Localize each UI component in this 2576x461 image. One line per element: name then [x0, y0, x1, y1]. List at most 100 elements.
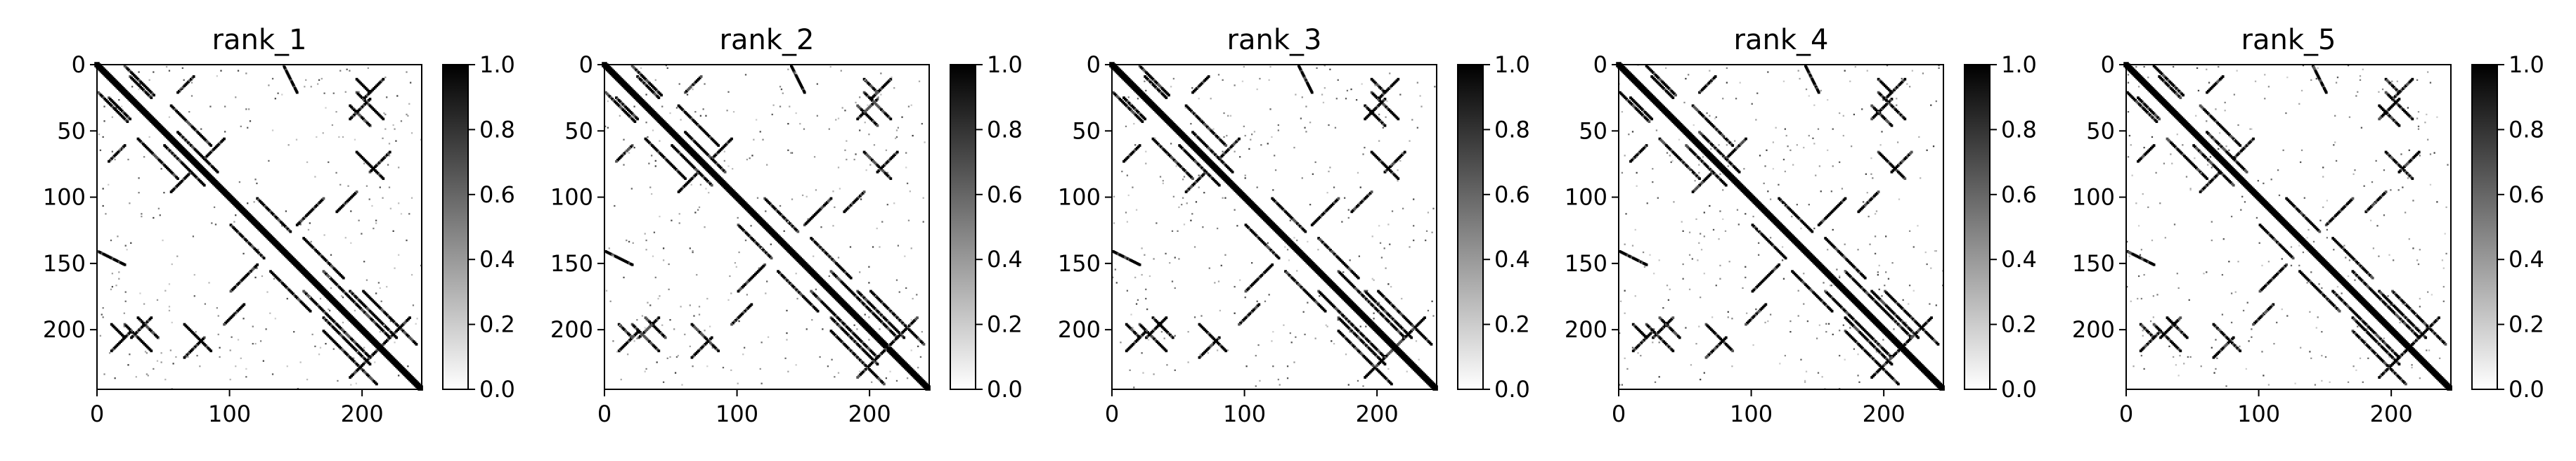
speckle-cell: [389, 320, 392, 323]
speckle-cell: [1241, 80, 1244, 82]
speckle-cell: [1239, 279, 1241, 281]
contact-cell: [1125, 349, 1128, 353]
contact-cell: [1364, 117, 1367, 121]
y-tick-label: 100: [43, 184, 86, 211]
contact-cell: [335, 283, 339, 286]
contact-cell: [144, 91, 148, 94]
contact-cell: [1370, 91, 1373, 94]
speckle-cell: [692, 251, 694, 254]
speckle-cell: [1190, 219, 1192, 221]
speckle-cell: [1425, 239, 1427, 242]
contact-cell: [262, 257, 266, 260]
contact-cell: [223, 137, 226, 141]
colorbar-tick-label: 0.0: [987, 376, 1023, 403]
speckle-cell: [143, 156, 145, 158]
speckle-cell: [1245, 365, 1248, 368]
contact-cell: [1224, 349, 1228, 353]
contact-cell: [291, 82, 295, 85]
speckle-cell: [1269, 65, 1271, 68]
speckle-cell: [868, 266, 870, 268]
contact-cell: [377, 113, 381, 117]
speckle-cell: [649, 186, 652, 188]
contact-cell: [699, 173, 703, 176]
speckle-cell: [1126, 290, 1129, 292]
contact-cell: [352, 372, 356, 375]
speckle-cell: [1374, 84, 1376, 86]
speckle-cell: [1271, 340, 1273, 342]
contact-cell: [349, 197, 352, 200]
contact-cell: [190, 145, 194, 148]
contact-cell: [702, 129, 706, 133]
contact-cell: [371, 107, 375, 110]
speckle-cell: [323, 234, 325, 236]
speckle-cell: [1325, 324, 1327, 326]
contact-cell: [1342, 335, 1345, 338]
contact-cell: [636, 117, 640, 121]
speckle-cell: [356, 351, 358, 353]
speckle-cell: [632, 242, 634, 244]
contact-cell: [178, 89, 181, 93]
contact-cell: [1371, 368, 1375, 371]
speckle-cell: [406, 113, 408, 116]
contact-cell: [647, 339, 650, 342]
contact-cell: [209, 349, 213, 353]
speckle-cell: [235, 313, 237, 316]
speckle-cell: [370, 125, 372, 128]
contact-cell: [1220, 160, 1224, 163]
speckle-cell: [1135, 303, 1138, 305]
contact-cell: [1406, 319, 1409, 322]
contact-cell: [692, 83, 695, 86]
heatmap-cells: [94, 62, 423, 391]
speckle-cell: [168, 70, 171, 72]
y-tick-label: 50: [57, 117, 86, 144]
speckle-cell: [917, 366, 919, 369]
speckle-cell: [801, 194, 804, 197]
contact-cell: [1366, 373, 1369, 377]
speckle-cell: [1222, 79, 1224, 82]
speckle-cell: [193, 295, 195, 297]
contact-cell: [693, 140, 697, 143]
contact-cell: [1129, 153, 1132, 157]
contact-cell: [1207, 75, 1210, 78]
speckle-cell: [1387, 283, 1390, 285]
contact-cell: [400, 328, 403, 332]
speckle-cell: [898, 291, 900, 293]
contact-cell: [612, 99, 616, 102]
y-tick-label: 150: [1058, 250, 1101, 277]
speckle-cell: [1255, 231, 1257, 233]
contact-cell: [213, 146, 216, 150]
contact-cell: [407, 335, 410, 338]
speckle-cell: [779, 86, 782, 88]
speckle-cell: [139, 292, 141, 294]
speckle-cell: [727, 165, 730, 167]
speckle-cell: [693, 315, 695, 317]
speckle-cell: [265, 328, 267, 330]
contact-cell: [178, 112, 181, 115]
contact-cell: [135, 82, 138, 85]
speckle-cell: [1191, 87, 1193, 89]
speckle-cell: [259, 340, 262, 342]
speckle-cell: [678, 222, 680, 224]
contact-cell: [708, 337, 712, 341]
contact-cell: [865, 153, 869, 157]
contact-cell: [1382, 92, 1385, 96]
speckle-cell: [619, 115, 621, 117]
speckle-cell: [208, 282, 210, 284]
speckle-cell: [1364, 146, 1366, 149]
speckle-cell: [1135, 209, 1138, 211]
speckle-cell: [1347, 216, 1350, 219]
contact-cell: [884, 83, 887, 86]
speckle-cell: [871, 381, 873, 383]
speckle-cell: [1432, 207, 1435, 209]
speckle-cell: [662, 247, 665, 249]
contact-cell: [169, 104, 173, 108]
speckle-cell: [269, 312, 271, 314]
diagonal-cell: [925, 385, 931, 391]
contact-cell: [1340, 273, 1343, 275]
contact-cell: [108, 158, 112, 162]
speckle-cell: [375, 292, 377, 294]
speckle-cell: [346, 68, 348, 70]
speckle-cell: [1373, 279, 1375, 281]
speckle-cell: [742, 311, 744, 313]
y-tick-label: 150: [43, 250, 86, 277]
